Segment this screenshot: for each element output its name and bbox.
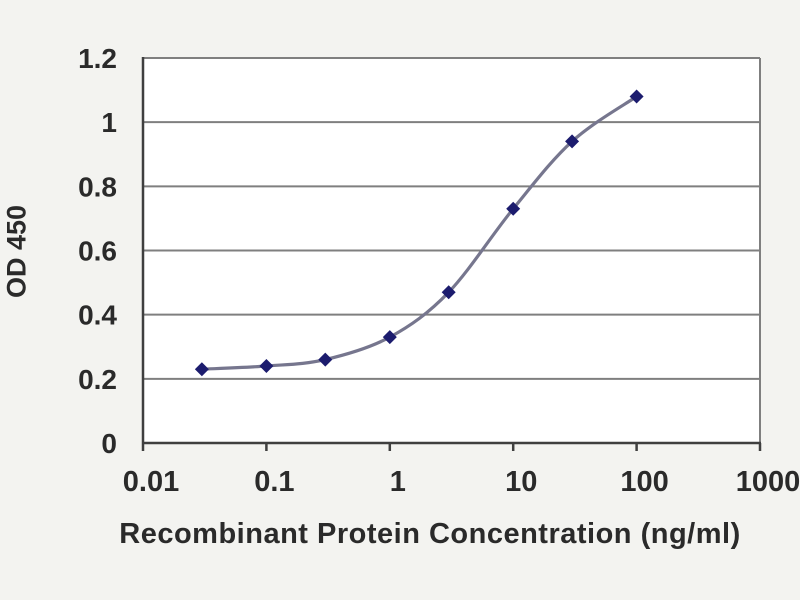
data-point-marker — [506, 201, 521, 216]
x-tick-label: 0.01 — [123, 466, 179, 498]
data-point-marker — [318, 352, 333, 367]
y-tick-label: 0.8 — [78, 171, 117, 202]
x-tick-label: 1000 — [736, 466, 800, 498]
series-line — [201, 95, 638, 371]
data-point-marker — [441, 285, 456, 300]
data-point-marker — [259, 359, 274, 373]
y-tick-label: 0.4 — [78, 300, 117, 331]
y-tick-label: 1 — [101, 107, 117, 138]
y-tick-label: 1.2 — [78, 43, 117, 74]
y-tick-label: 0.6 — [78, 236, 117, 267]
x-axis-title: Recombinant Protein Concentration (ng/ml… — [119, 518, 741, 550]
data-point-marker — [382, 330, 397, 345]
x-tick-label: 0.1 — [254, 466, 294, 498]
y-tick-label: 0.2 — [78, 364, 117, 395]
y-tick-label: 0 — [101, 428, 117, 459]
data-point-marker — [565, 134, 580, 149]
data-point-marker — [194, 362, 209, 377]
x-tick-label: 100 — [620, 466, 668, 498]
x-tick-label: 10 — [505, 466, 537, 498]
y-axis-title: OD 450 — [1, 204, 32, 299]
data-point-marker — [629, 89, 644, 104]
x-tick-label: 1 — [390, 466, 406, 498]
